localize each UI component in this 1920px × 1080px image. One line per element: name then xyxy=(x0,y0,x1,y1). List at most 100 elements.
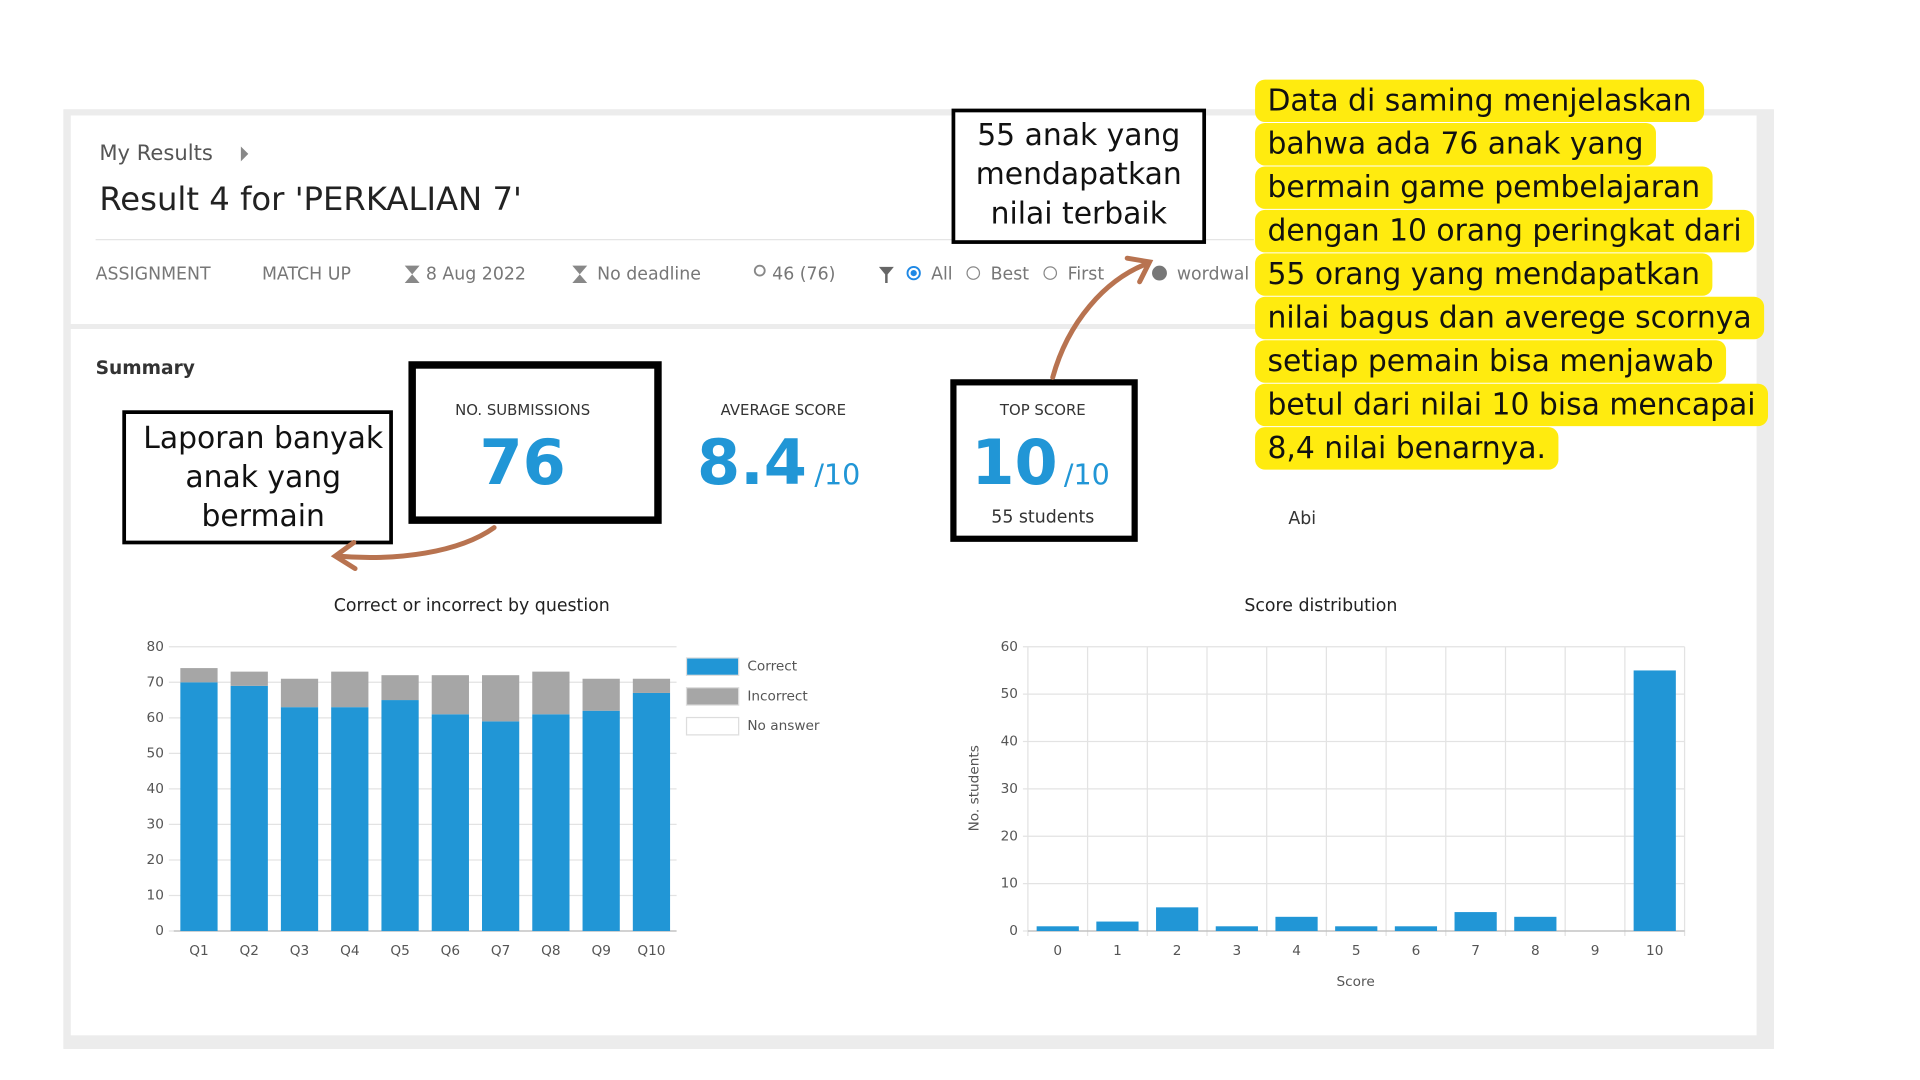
bar-segment xyxy=(381,700,419,932)
annotation-line: nilai bagus dan averege scornya xyxy=(1267,301,1751,336)
highlight xyxy=(1255,383,1769,427)
filter-all[interactable]: All xyxy=(931,264,953,284)
y-tick-label: 60 xyxy=(147,710,164,726)
meta-deadline: No deadline xyxy=(597,264,701,284)
bar xyxy=(1454,912,1497,932)
bar-segment xyxy=(180,682,218,932)
x-tick-label: 6 xyxy=(1412,943,1421,959)
bar-segment xyxy=(331,707,369,932)
filter-link[interactable]: wordwal xyxy=(1177,264,1249,284)
y-tick-label: 70 xyxy=(147,674,164,690)
x-tick-label: 2 xyxy=(1173,943,1182,959)
bar xyxy=(1394,926,1438,932)
meta-players: 46 (76) xyxy=(772,264,835,284)
stat-value: 76 xyxy=(479,426,565,499)
x-tick-label: 8 xyxy=(1531,943,1540,959)
bar-segment xyxy=(532,714,570,932)
highlight xyxy=(1255,296,1765,340)
bar-segment xyxy=(180,668,218,683)
x-tick-label: Q10 xyxy=(637,943,665,959)
highlight xyxy=(1255,79,1705,123)
breadcrumb[interactable]: My Results xyxy=(99,140,213,165)
x-tick-label: 3 xyxy=(1232,943,1241,959)
stat-label: AVERAGE SCORE xyxy=(721,401,846,419)
bar-segment xyxy=(280,707,319,932)
y-tick-label: 10 xyxy=(1001,876,1018,892)
legend-label: Incorrect xyxy=(747,688,808,704)
x-tick-label: 0 xyxy=(1053,943,1062,959)
play-icon xyxy=(1152,265,1167,281)
bar xyxy=(1096,921,1139,932)
stat-label: TOP SCORE xyxy=(999,401,1086,419)
legend-swatch xyxy=(685,657,740,676)
bar xyxy=(1335,926,1378,932)
y-axis-label: No. students xyxy=(967,745,983,831)
annotation-line: 8,4 nilai benarnya. xyxy=(1267,431,1546,466)
stat-value: 10 xyxy=(971,426,1057,499)
bar xyxy=(1275,916,1318,932)
annotation-line: anak yang xyxy=(185,460,341,495)
hourglass-icon xyxy=(404,265,420,284)
bar-segment xyxy=(582,678,620,711)
y-tick-label: 30 xyxy=(147,816,164,832)
legend-swatch xyxy=(685,687,740,706)
highlight xyxy=(1255,427,1559,470)
x-tick-label: 1 xyxy=(1113,943,1122,959)
x-tick-label: Q7 xyxy=(491,943,510,959)
annotation-line: bermain xyxy=(202,499,325,534)
chart-title: Score distribution xyxy=(1244,596,1397,616)
annotation-line: bermain game pembelajaran xyxy=(1267,170,1700,205)
highlight-box xyxy=(950,379,1138,542)
highlight-box xyxy=(408,361,662,524)
x-tick-label: Q2 xyxy=(240,943,259,959)
highlight xyxy=(1255,209,1755,253)
bar-segment xyxy=(381,675,419,701)
y-tick-label: 50 xyxy=(147,745,164,761)
note-box xyxy=(122,410,393,545)
annotation-line: dengan 10 orang peringkat dari xyxy=(1267,214,1741,249)
y-tick-label: 30 xyxy=(1001,781,1018,797)
stat-suffix: /10 xyxy=(814,458,860,492)
bar-segment xyxy=(482,721,520,932)
y-tick-label: 20 xyxy=(1001,828,1018,844)
bar-segment xyxy=(331,671,369,708)
x-tick-label: Q6 xyxy=(441,943,460,959)
radio-best[interactable] xyxy=(966,266,981,280)
meta-template: MATCH UP xyxy=(262,264,351,284)
bar-segment xyxy=(431,675,469,715)
legend-label: No answer xyxy=(747,718,820,734)
filter-first[interactable]: First xyxy=(1068,264,1105,284)
bar-segment xyxy=(431,714,469,932)
annotation-line: 55 orang yang mendapatkan xyxy=(1267,257,1699,292)
y-tick-label: 40 xyxy=(147,781,164,797)
x-tick-label: Q3 xyxy=(290,943,309,959)
annotation-line: Data di saming menjelaskan xyxy=(1267,83,1691,118)
annotation-line: setiap pemain bisa menjawab xyxy=(1267,344,1713,379)
bar xyxy=(1633,670,1676,932)
x-tick-label: 4 xyxy=(1292,943,1301,959)
y-tick-label: 60 xyxy=(1001,639,1018,655)
filter-best[interactable]: Best xyxy=(991,264,1030,284)
y-tick-label: 0 xyxy=(155,923,164,939)
y-tick-label: 0 xyxy=(1009,923,1018,939)
bar-segment xyxy=(582,710,620,932)
annotation-line: betul dari nilai 10 bisa mencapai xyxy=(1267,387,1755,422)
annotation-line: Laporan banyak xyxy=(143,421,384,456)
bar-segment xyxy=(230,671,268,686)
radio-first[interactable] xyxy=(1043,266,1058,280)
x-axis-label: Score xyxy=(1337,974,1375,990)
filter-icon xyxy=(878,266,894,284)
x-tick-label: 10 xyxy=(1646,943,1663,959)
bar xyxy=(1156,907,1199,932)
user-icon xyxy=(753,264,766,277)
x-tick-label: 9 xyxy=(1591,943,1600,959)
annotation-line: nilai terbaik xyxy=(991,196,1168,231)
legend-label: Correct xyxy=(747,659,797,675)
x-tick-label: Q9 xyxy=(591,943,610,959)
x-tick-label: Q4 xyxy=(340,943,359,959)
arrow xyxy=(1050,260,1151,380)
annotation-line: 55 anak yang xyxy=(977,118,1180,153)
annotations: Laporan banyak anak yang bermain 55 anak ya… xyxy=(143,79,1769,534)
bar-segment xyxy=(482,675,520,722)
